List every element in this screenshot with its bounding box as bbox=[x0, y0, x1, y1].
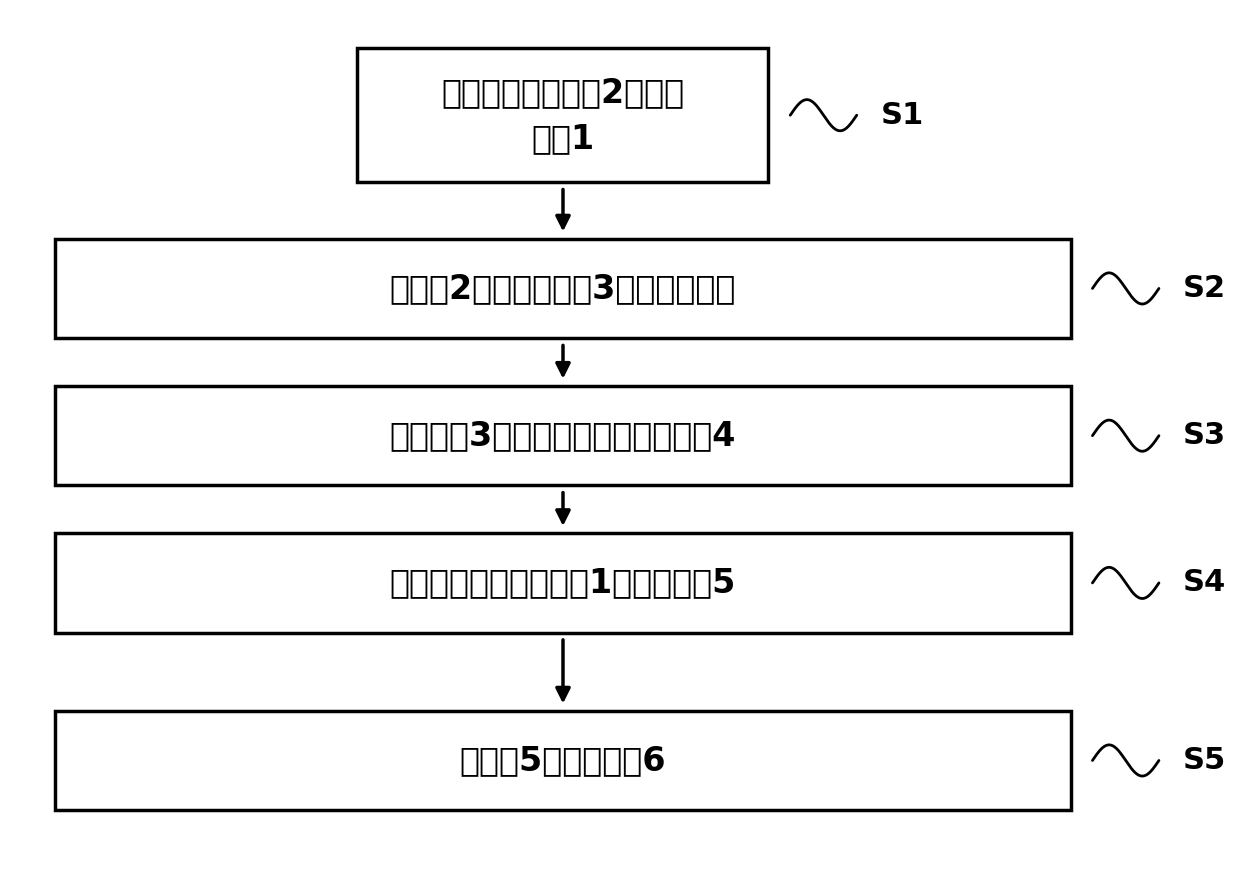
Text: S2: S2 bbox=[1183, 274, 1226, 303]
Text: S3: S3 bbox=[1183, 422, 1226, 451]
Text: S5: S5 bbox=[1183, 746, 1226, 775]
Text: S1: S1 bbox=[880, 100, 924, 129]
Text: 在铂浆料3的上下表面形成铂焊接盘4: 在铂浆料3的上下表面形成铂焊接盘4 bbox=[389, 419, 737, 452]
Text: 提供具有多个通孔2的陶瓷
基板1: 提供具有多个通孔2的陶瓷 基板1 bbox=[441, 76, 684, 155]
FancyBboxPatch shape bbox=[56, 533, 1070, 633]
FancyBboxPatch shape bbox=[357, 48, 769, 182]
FancyBboxPatch shape bbox=[56, 711, 1070, 810]
Text: 在金属化后的陶瓷基板1上设置钛环5: 在金属化后的陶瓷基板1上设置钛环5 bbox=[389, 567, 737, 599]
Text: S4: S4 bbox=[1183, 568, 1226, 598]
Text: 在钛环5上设置钛盖6: 在钛环5上设置钛盖6 bbox=[460, 744, 666, 777]
FancyBboxPatch shape bbox=[56, 238, 1070, 338]
FancyBboxPatch shape bbox=[56, 385, 1070, 486]
Text: 在通孔2中填充铂浆料3并作烧结处理: 在通孔2中填充铂浆料3并作烧结处理 bbox=[389, 272, 737, 305]
